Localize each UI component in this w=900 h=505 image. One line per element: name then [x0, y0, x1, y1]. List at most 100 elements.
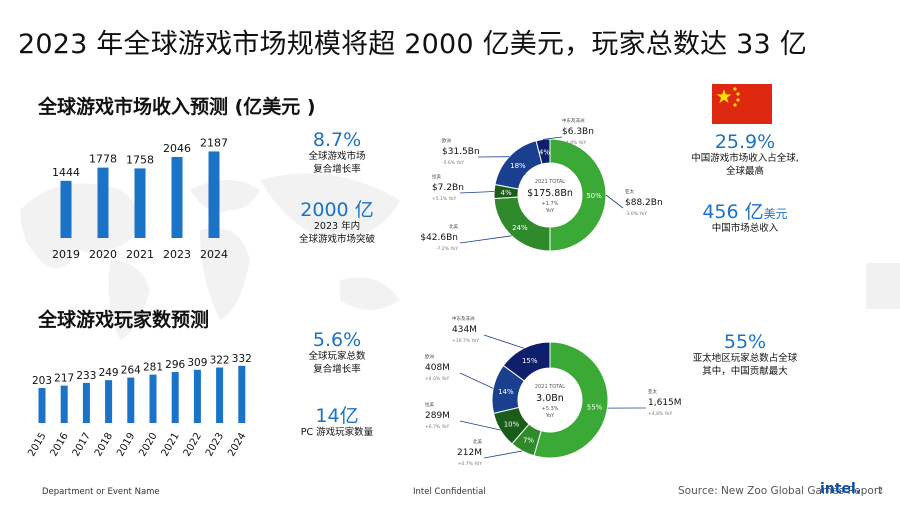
- apac-share-label-1: 亚太地区玩家总数占全球: [692, 352, 798, 364]
- players-donut-growth-label: +4.8% YoY: [648, 411, 673, 417]
- players-bar: [82, 382, 90, 423]
- revenue-bar-value: 1758: [126, 153, 154, 166]
- players-bar-chart: 203 2015 217 2016 233 2017 249 2018 264 2019 281 20…: [26, 353, 251, 459]
- pc-players-value: 14亿: [315, 405, 359, 427]
- players-bar-value: 203: [32, 375, 52, 387]
- players-bar-value: 264: [121, 365, 141, 377]
- players-bar: [149, 374, 157, 423]
- revenue-cagr-label-1: 全球游戏市场: [308, 150, 366, 162]
- revenue-bar: [60, 180, 72, 238]
- revenue-year-label: 2021: [126, 248, 154, 261]
- revenue-donut-chart: 50% 亚太 $88.2Bn -3.0% YoY 24% 北美 $42.6Bn -7.2% Y…: [420, 117, 662, 252]
- players-bar-value: 217: [54, 373, 74, 385]
- players-bar-value: 322: [210, 355, 230, 367]
- players-donut-slice-pct: 7%: [523, 437, 534, 445]
- china-revenue-label: 中国市场总收入: [711, 222, 779, 234]
- players-year-label: 2023: [204, 431, 226, 459]
- revenue-year-label: 2019: [52, 248, 80, 261]
- revenue-donut-amount-label: $42.6Bn: [420, 233, 458, 243]
- players-bar-value: 296: [165, 359, 185, 371]
- revenue-donut-slice-pct: 50%: [586, 192, 602, 200]
- revenue-donut-leader-line: [605, 194, 624, 209]
- players-donut-region-label: 北美: [473, 438, 482, 445]
- players-bar: [171, 372, 179, 423]
- revenue-donut-region-label: 亚太: [625, 188, 634, 195]
- china-revenue-unit: 美元: [763, 207, 788, 221]
- revenue-donut-slice-pct: 18%: [510, 162, 526, 170]
- players-cagr-label-2: 复合增长率: [313, 363, 361, 375]
- revenue-donut-center-growth: +1.7%: [542, 201, 559, 207]
- china-flag-icon: [712, 84, 772, 124]
- revenue-donut-growth-label: +4.8% YoY: [562, 140, 587, 146]
- players-donut-slice-pct: 10%: [504, 420, 520, 428]
- players-year-label: 2017: [71, 431, 93, 459]
- players-donut-center-growth: +5.3%: [542, 406, 559, 412]
- players-donut-amount-label: 434M: [452, 325, 477, 335]
- revenue-donut-amount-label: $6.3Bn: [562, 127, 594, 137]
- players-donut-leader-line: [483, 450, 523, 459]
- page-title: 2023 年全球游戏市场规模将超 2000 亿美元，玩家总数达 33 亿: [18, 29, 807, 60]
- revenue-donut-region-label: 拉美: [432, 173, 441, 180]
- players-donut-growth-label: +0.7% YoY: [458, 461, 483, 467]
- revenue-year-label: 2024: [200, 248, 228, 261]
- revenue-donut-leader-line: [459, 235, 512, 244]
- players-year-label: 2022: [182, 431, 204, 459]
- players-donut-growth-label: +6.7% YoY: [425, 424, 450, 430]
- china-share-label-1: 中国游戏市场收入占全球,: [691, 152, 799, 164]
- revenue-bar-value: 2187: [200, 136, 228, 149]
- revenue-donut-region-label: 中东及非洲: [562, 117, 585, 124]
- players-donut-leader-line: [483, 334, 525, 349]
- revenue-bar-value: 1444: [52, 166, 80, 179]
- players-bar: [38, 388, 46, 423]
- footer-department: Department or Event Name: [42, 487, 160, 497]
- players-year-label: 2021: [160, 431, 182, 459]
- revenue-section-title: 全球游戏市场收入预测 (亿美元 ): [38, 96, 316, 118]
- players-bar-value: 309: [187, 357, 207, 369]
- china-revenue-value: 456 亿美元: [675, 202, 815, 223]
- china-revenue-stat: 456 亿美元 中国市场总收入: [675, 202, 815, 236]
- revenue-bar-chart: 1444 2019 1778 2020 1758 2021 2046 2023 2187 2024: [52, 136, 228, 261]
- footer-confidential: Intel Confidential: [413, 487, 486, 497]
- players-donut-leader-line: [459, 372, 494, 389]
- players-donut-region-label: 欧洲: [425, 353, 434, 360]
- revenue-donut-leader-line: [459, 191, 495, 194]
- revenue-milestone-value: 2000 亿: [300, 199, 374, 221]
- players-cagr-value: 5.6%: [312, 329, 362, 351]
- revenue-donut-region-label: 欧洲: [442, 137, 451, 144]
- revenue-donut-center-value: $175.8Bn: [527, 188, 573, 199]
- players-donut-growth-label: +10.7% YoY: [452, 338, 479, 344]
- revenue-cagr-stat: 8.7% 全球游戏市场 复合增长率: [282, 130, 392, 177]
- revenue-bar-value: 1778: [89, 153, 117, 166]
- revenue-bar-value: 2046: [163, 142, 191, 155]
- players-bar: [105, 380, 113, 423]
- players-donut-slice: [502, 341, 551, 382]
- revenue-bar: [171, 157, 183, 238]
- players-section-title: 全球游戏玩家数预测: [38, 309, 210, 331]
- players-bar: [238, 365, 246, 423]
- intel-logo: intel.: [820, 481, 862, 497]
- revenue-bar: [208, 151, 220, 238]
- players-donut-amount-label: 289M: [425, 411, 450, 421]
- players-donut-region-label: 中东及非洲: [452, 315, 475, 322]
- side-panel-edge: [866, 263, 900, 309]
- players-donut-slice-pct: 55%: [587, 403, 603, 411]
- revenue-bar: [134, 168, 146, 238]
- players-donut-chart: 55% 亚太 1,615M +4.8% YoY 7% 北美 212M +0.7% YoY 10%…: [425, 315, 682, 467]
- players-year-label: 2019: [115, 431, 137, 459]
- revenue-milestone-stat: 2000 亿 2023 年内 全球游戏市场突破: [277, 200, 397, 247]
- revenue-donut-growth-label: -3.0% YoY: [625, 211, 647, 217]
- players-bar: [127, 377, 135, 423]
- players-donut-center-value: 3.0Bn: [536, 393, 564, 404]
- players-bar: [193, 369, 201, 423]
- revenue-donut-amount-label: $31.5Bn: [442, 147, 480, 157]
- revenue-donut-growth-label: -5.6% YoY: [442, 160, 464, 166]
- revenue-donut-growth-label: -7.2% YoY: [436, 246, 458, 252]
- players-bar-value: 249: [99, 367, 119, 379]
- players-donut-center-yoy: YoY: [545, 413, 555, 419]
- players-donut-amount-label: 1,615M: [648, 398, 682, 408]
- revenue-cagr-label-2: 复合增长率: [313, 163, 361, 175]
- players-donut-center-label: 2021 TOTAL: [535, 384, 565, 390]
- players-bar-value: 233: [76, 370, 96, 382]
- players-year-label: 2018: [93, 431, 115, 459]
- footer-source: Source: New Zoo Global Games Report: [678, 485, 883, 497]
